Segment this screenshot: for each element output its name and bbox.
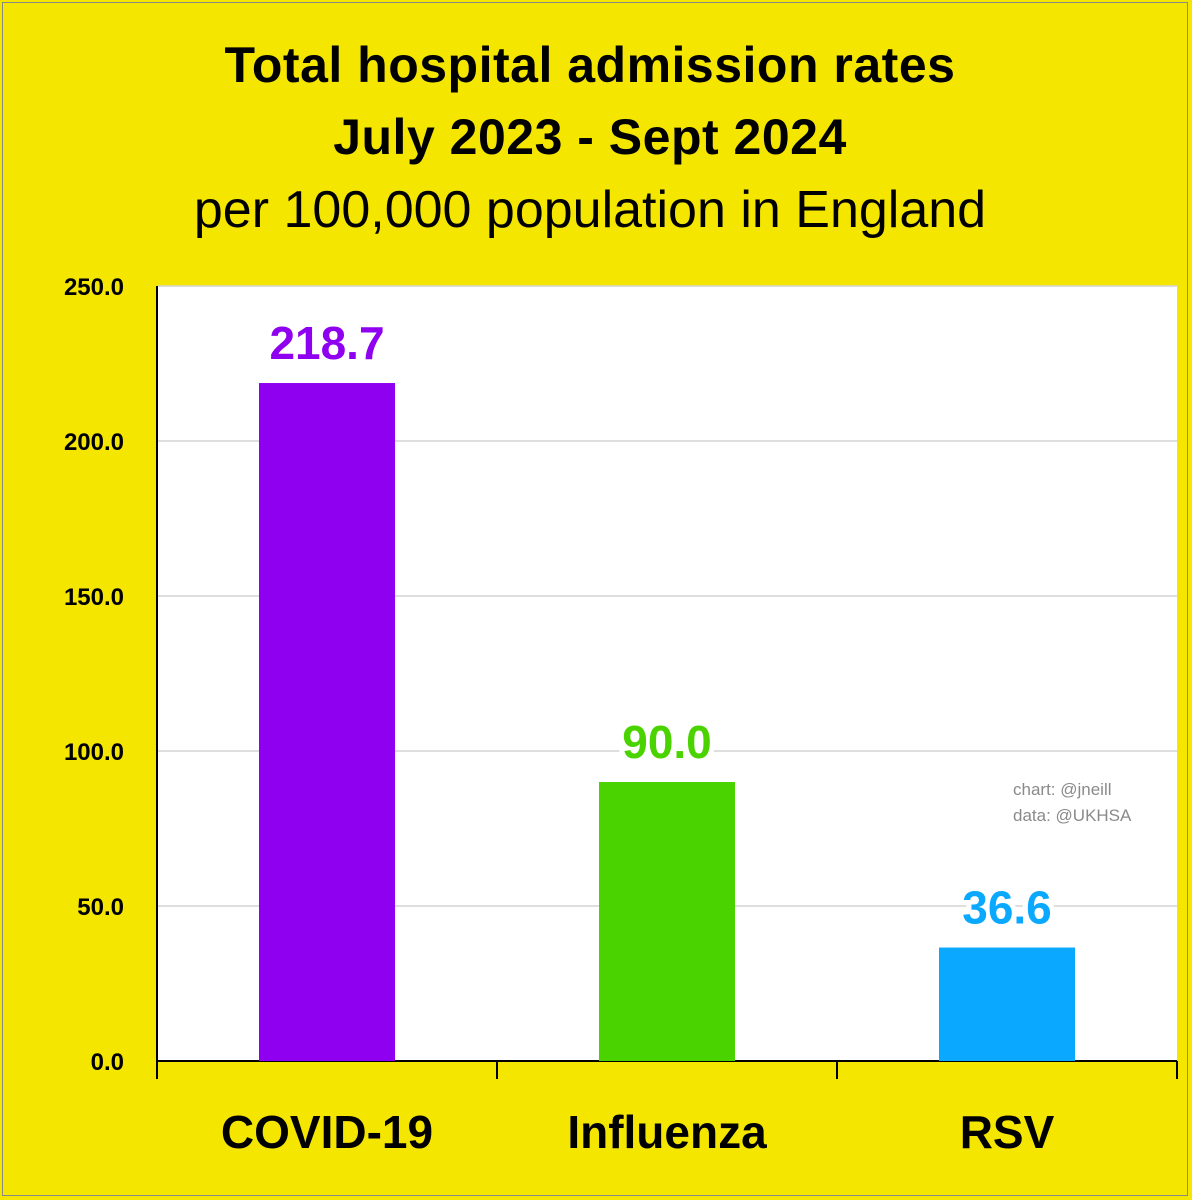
bar-rsv [939, 947, 1075, 1061]
y-tick-label: 100.0 [64, 739, 124, 766]
y-tick-label: 0.0 [91, 1049, 124, 1076]
y-tick-label: 250.0 [64, 274, 124, 301]
x-category-label: Influenza [567, 1106, 767, 1158]
y-tick-label: 200.0 [64, 429, 124, 456]
chart-credit: chart: @jneill [1013, 780, 1112, 799]
x-category-label: COVID-19 [221, 1106, 433, 1158]
y-tick-label: 50.0 [77, 894, 124, 921]
y-tick-label: 150.0 [64, 584, 124, 611]
data-credit: data: @UKHSA [1013, 806, 1132, 825]
chart-title-line2: July 2023 - Sept 2024 [333, 109, 847, 165]
bar-covid-19 [259, 383, 395, 1061]
chart-title-line1: Total hospital admission rates [224, 37, 956, 93]
data-label: 218.7 [269, 317, 384, 369]
data-label: 36.6 [962, 882, 1052, 934]
bar-influenza [599, 782, 735, 1061]
data-label: 90.0 [622, 716, 712, 768]
chart-subtitle: per 100,000 population in England [193, 181, 987, 239]
x-category-label: RSV [960, 1106, 1055, 1158]
